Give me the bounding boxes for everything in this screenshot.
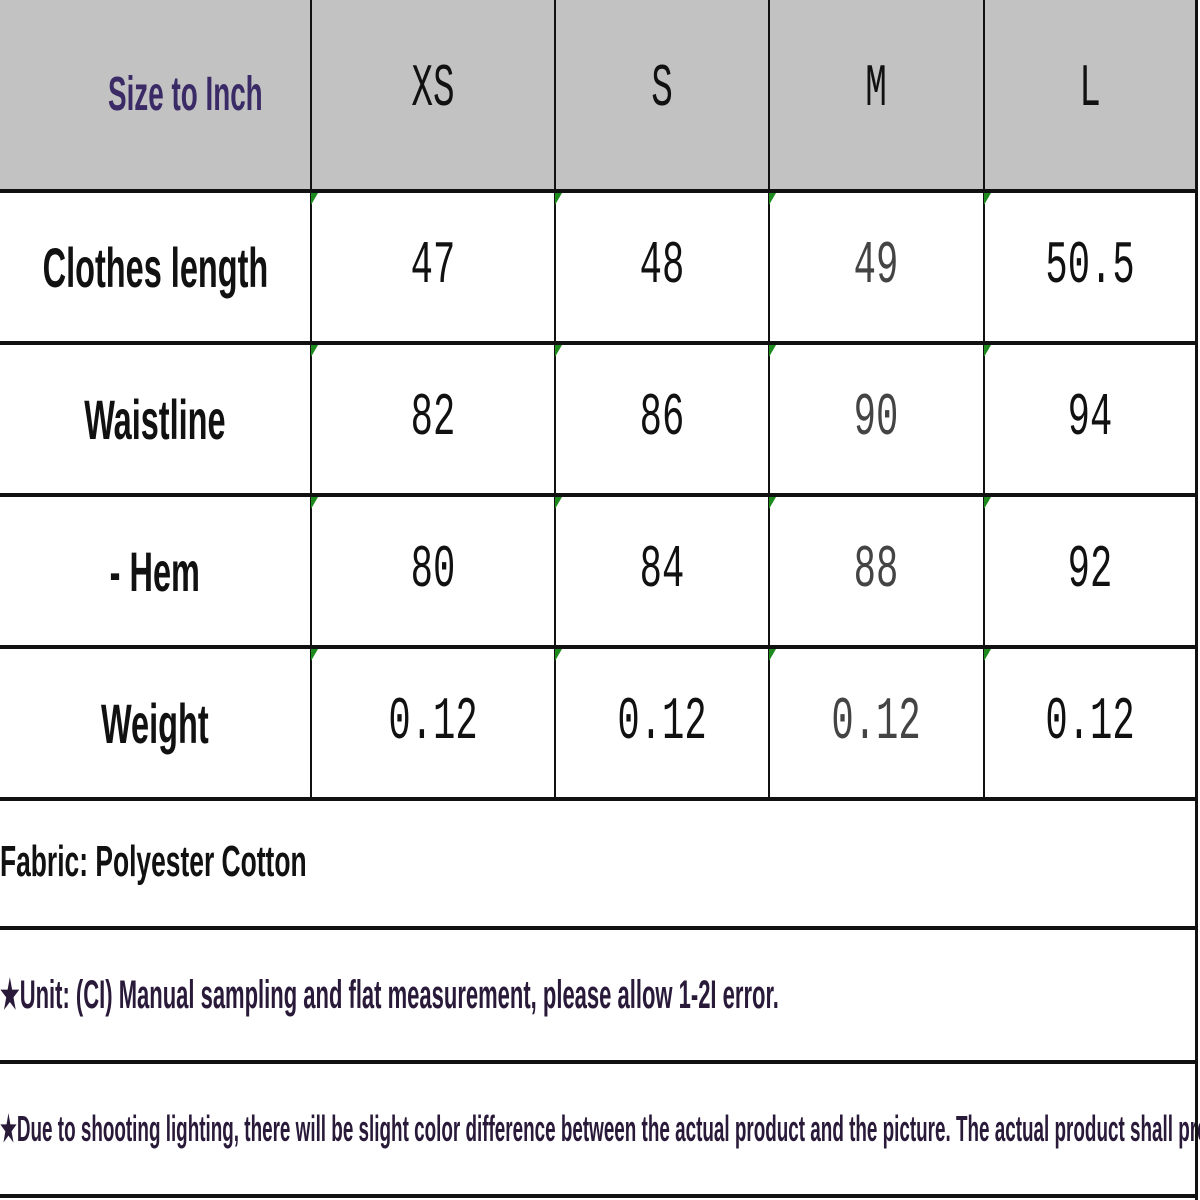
cell-marker-icon xyxy=(311,497,318,509)
cell-marker-icon xyxy=(769,193,776,205)
value-cell: 0.12 xyxy=(984,649,1197,797)
value: 49 xyxy=(854,233,899,301)
value: 0.12 xyxy=(1045,689,1135,757)
table-row: Waistline 82 86 90 94 xyxy=(0,345,1197,497)
header-label: Size to Inch xyxy=(107,68,263,121)
row-label: Waistline xyxy=(84,387,226,451)
header-row: Size to Inch XS S M L xyxy=(0,0,1197,193)
cell-marker-icon xyxy=(769,345,776,357)
cell-marker-icon xyxy=(555,345,562,357)
size-header-l: L xyxy=(985,0,1197,189)
table-row: Clothes length 47 48 49 50.5 xyxy=(0,193,1197,345)
value-cell: 47 xyxy=(311,193,556,341)
value-cell: 94 xyxy=(984,345,1197,493)
row-label-cell: Waistline xyxy=(0,345,312,493)
cell-marker-icon xyxy=(555,497,562,509)
header-label-cell: Size to Inch xyxy=(0,0,312,189)
row-label-cell: - Hem xyxy=(0,497,312,645)
table-right-border xyxy=(1195,0,1198,1200)
value: 90 xyxy=(854,385,899,453)
lighting-note: ★Due to shooting lighting, there will be… xyxy=(0,1064,1200,1198)
row-label: - Hem xyxy=(109,539,201,603)
value-cell: 92 xyxy=(984,497,1197,645)
row-label: Weight xyxy=(101,691,209,755)
cell-marker-icon xyxy=(984,497,991,509)
value: 0.12 xyxy=(831,689,922,757)
value: 82 xyxy=(410,385,456,453)
cell-marker-icon xyxy=(311,649,318,661)
size-header-m: M xyxy=(770,0,985,189)
cell-marker-icon xyxy=(984,193,991,205)
value: 0.12 xyxy=(388,689,478,757)
cell-marker-icon xyxy=(311,345,318,357)
row-label-cell: Clothes length xyxy=(0,193,312,341)
value-cell: 80 xyxy=(311,497,556,645)
value: 86 xyxy=(639,385,685,453)
value-cell: 50.5 xyxy=(984,193,1197,341)
unit-note: ★Unit: (CI) Manual sampling and flat mea… xyxy=(0,930,1197,1064)
size-header-xs: XS xyxy=(312,0,556,189)
value-cell: 0.12 xyxy=(769,649,985,797)
cell-marker-icon xyxy=(769,497,776,509)
cell-marker-icon xyxy=(769,649,776,661)
cell-marker-icon xyxy=(984,649,991,661)
table-row: - Hem 80 84 88 92 xyxy=(0,497,1197,649)
value: 84 xyxy=(639,537,685,605)
fabric-note: Fabric: Polyester Cotton xyxy=(0,797,1197,930)
row-label: Clothes length xyxy=(42,235,268,299)
value: 47 xyxy=(410,233,456,301)
value: 48 xyxy=(639,233,685,301)
value-cell: 88 xyxy=(769,497,985,645)
value-cell: 48 xyxy=(555,193,770,341)
value: 80 xyxy=(410,537,456,605)
value: 0.12 xyxy=(617,689,707,757)
table-row: Weight 0.12 0.12 0.12 0.12 xyxy=(0,649,1197,801)
value-cell: 86 xyxy=(555,345,770,493)
cell-marker-icon xyxy=(311,193,318,205)
value: 50.5 xyxy=(1045,233,1135,301)
value: 88 xyxy=(854,537,899,605)
row-label-cell: Weight xyxy=(0,649,312,797)
size-header-s: S xyxy=(556,0,770,189)
value-cell: 84 xyxy=(555,497,770,645)
value: 94 xyxy=(1067,385,1113,453)
value-cell: 0.12 xyxy=(555,649,770,797)
cell-marker-icon xyxy=(555,649,562,661)
value: 92 xyxy=(1067,537,1113,605)
size-chart-table: Size to Inch XS S M L Clothes length 47 48… xyxy=(0,0,1197,801)
cell-marker-icon xyxy=(555,193,562,205)
value-cell: 49 xyxy=(769,193,985,341)
value-cell: 90 xyxy=(769,345,985,493)
value-cell: 82 xyxy=(311,345,556,493)
cell-marker-icon xyxy=(984,345,991,357)
value-cell: 0.12 xyxy=(311,649,556,797)
